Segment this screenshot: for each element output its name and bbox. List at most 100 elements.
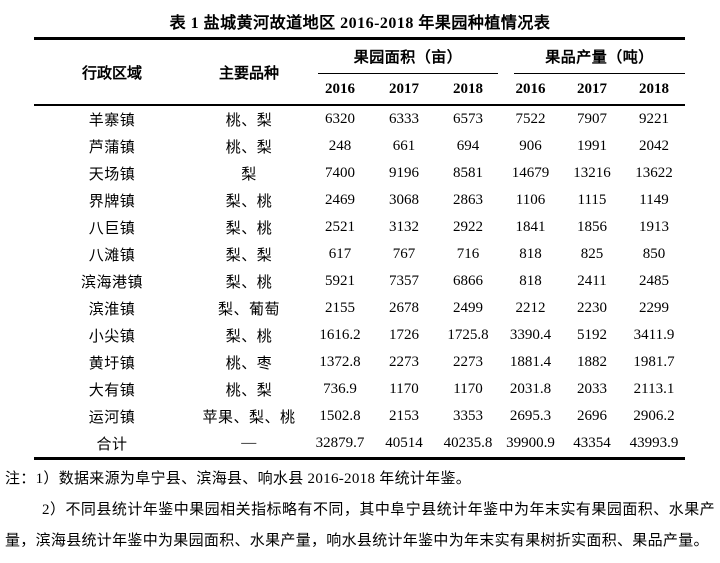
area-2018-cell: 6866: [453, 273, 483, 289]
area-2017-cell: 9196: [389, 165, 419, 181]
group-header-row: 行政区域 主要品种 果园面积（亩） 果品产量（吨）: [34, 39, 686, 82]
area-2016-cell: 2469: [325, 192, 355, 208]
yield-2017-cell: 13216: [573, 165, 611, 181]
area-2018-cell: 40235.8: [443, 435, 493, 451]
area-2017-cell: 3132: [389, 219, 419, 235]
area-2018-cell: 1170: [453, 381, 483, 397]
table-row: 滨淮镇 梨、葡萄 2155 2678 2499 2212 2230 2299: [34, 295, 685, 322]
yield-2018-cell: 1981.7: [633, 354, 675, 370]
yield-2018-cell: 13622: [635, 165, 673, 181]
table-body: 羊寨镇 桃、梨 6320 6333 6573 7522 7907 9221 芦蒲镇 桃、梨 248 6…: [34, 105, 685, 459]
yield-2018-cell: 1149: [639, 192, 669, 208]
table-row: 滨海港镇 梨、桃 5921 7357 6866 818 2411 2485: [34, 268, 685, 295]
yield-2016-cell: 14679: [511, 165, 550, 181]
area-2018-cell: 2499: [453, 300, 483, 316]
area-2017-cell: 3068: [389, 192, 419, 208]
yield-2016-cell: 906: [519, 138, 542, 154]
area-2017-cell: 40514: [385, 435, 423, 451]
table-row: 羊寨镇 桃、梨 6320 6333 6573 7522 7907 9221: [34, 105, 685, 133]
yield-2018-cell: 2485: [639, 273, 670, 289]
area-2017-cell: 661: [392, 138, 416, 154]
orchard-data-table: 行政区域 主要品种 果园面积（亩） 果品产量（吨） 2016 2017 2018…: [34, 37, 686, 460]
note-1: 注：1）数据来源为阜宁县、滨海县、响水县 2016-2018 年统计年鉴。: [5, 471, 472, 487]
region-cell: 八巨镇: [88, 221, 136, 237]
yield-2016-cell: 1881.4: [509, 354, 552, 370]
yield-year-2016-header: 2016: [515, 80, 546, 97]
yield-2017-cell: 43354: [573, 435, 611, 451]
yield-2016-cell: 2212: [515, 300, 546, 316]
yield-2018-cell: 43993.9: [629, 435, 679, 451]
area-2018-cell: 2273: [453, 354, 483, 370]
region-cell: 黄圩镇: [88, 356, 136, 372]
yield-year-2018-header: 2018: [639, 80, 670, 97]
area-2017-cell: 2678: [389, 300, 419, 316]
yield-2016-cell: 1841: [515, 219, 546, 235]
varieties-cell: 梨、桃: [225, 221, 273, 237]
yield-2018-cell: 2113.1: [633, 381, 675, 397]
table-row: 芦蒲镇 桃、梨 248 661 694 906 1991 2042: [34, 133, 685, 160]
area-2016-cell: 1502.8: [319, 408, 361, 424]
yield-2018-cell: 3411.9: [633, 327, 675, 343]
yield-2016-cell: 7522: [515, 111, 546, 127]
yield-2017-cell: 2033: [577, 381, 607, 397]
yield-2018-cell: 2299: [639, 300, 670, 316]
yield-2016-cell: 2031.8: [509, 381, 552, 397]
region-cell: 合计: [96, 437, 128, 453]
yield-group-underline: 果品产量（吨）: [514, 40, 686, 74]
total-row: 合计 — 32879.7 40514 40235.8 39900.9 43354 43993.…: [34, 430, 685, 459]
table-header: 行政区域 主要品种 果园面积（亩） 果品产量（吨） 2016 2017 2018…: [34, 39, 686, 105]
col-header-region: 行政区域: [81, 65, 142, 82]
area-2016-cell: 5921: [325, 273, 355, 289]
yield-2016-cell: 3390.4: [509, 327, 552, 343]
yield-2018-cell: 2042: [639, 138, 670, 154]
year-header-row: 2016 2017 2018 2016 2017 2018: [34, 74, 685, 105]
table-row: 八巨镇 梨、桃 2521 3132 2922 1841 1856 1913: [34, 214, 685, 241]
area-2016-cell: 1372.8: [319, 354, 361, 370]
note-2: 2）不同县统计年鉴中果园相关指标略有不同，其中阜宁县统计年鉴中为年末实有果园面积…: [5, 502, 715, 549]
yield-2018-cell: 1913: [639, 219, 670, 235]
table-row: 黄圩镇 桃、枣 1372.8 2273 2273 1881.4 1882 1981.7: [34, 349, 685, 376]
col-group-area: 果园面积（亩）: [308, 39, 500, 74]
region-cell: 芦蒲镇: [88, 140, 136, 156]
yield-group-label: 果品产量（吨）: [545, 50, 654, 66]
area-2017-cell: 7357: [389, 273, 419, 289]
area-2016-cell: 617: [328, 246, 352, 262]
area-2018-cell: 2922: [453, 219, 483, 235]
area-2016-cell: 736.9: [323, 381, 357, 397]
yield-2017-cell: 1856: [577, 219, 607, 235]
varieties-cell: —: [241, 435, 257, 451]
varieties-cell: 桃、梨: [225, 140, 273, 156]
table-row: 界牌镇 梨、桃 2469 3068 2863 1106 1115 1149: [34, 187, 685, 214]
region-cell: 界牌镇: [88, 194, 136, 210]
yield-2016-cell: 39900.9: [506, 435, 555, 451]
area-2017-cell: 1170: [389, 381, 419, 397]
table-row: 八滩镇 梨、梨 617 767 716 818 825 850: [34, 241, 685, 268]
area-group-label: 果园面积（亩）: [353, 50, 463, 66]
area-2018-cell: 1725.8: [447, 327, 489, 343]
yield-2017-cell: 1991: [577, 138, 607, 154]
yield-2017-cell: 2230: [577, 300, 607, 316]
yield-year-2017-header: 2017: [577, 80, 607, 97]
region-cell: 小尖镇: [88, 329, 136, 345]
area-year-2017-header: 2017: [389, 80, 419, 97]
yield-2017-cell: 1882: [577, 354, 607, 370]
yield-2016-cell: 2695.3: [509, 408, 552, 424]
area-2017-cell: 2153: [389, 408, 419, 424]
yield-2018-cell: 2906.2: [633, 408, 675, 424]
area-2018-cell: 6573: [453, 111, 483, 127]
area-2016-cell: 2521: [325, 219, 355, 235]
area-year-2018-header: 2018: [453, 80, 483, 97]
area-2017-cell: 1726: [389, 327, 419, 343]
varieties-cell: 梨: [241, 167, 257, 183]
area-2017-cell: 2273: [389, 354, 419, 370]
varieties-cell: 桃、枣: [225, 356, 273, 372]
yield-2018-cell: 9221: [639, 111, 670, 127]
area-2017-cell: 6333: [389, 111, 419, 127]
region-cell: 滨海港镇: [80, 275, 143, 291]
varieties-cell: 梨、桃: [225, 329, 273, 345]
varieties-cell: 苹果、梨、桃: [202, 410, 296, 426]
area-2018-cell: 2863: [453, 192, 483, 208]
varieties-cell: 梨、葡萄: [217, 302, 280, 318]
yield-2016-cell: 818: [519, 273, 542, 289]
